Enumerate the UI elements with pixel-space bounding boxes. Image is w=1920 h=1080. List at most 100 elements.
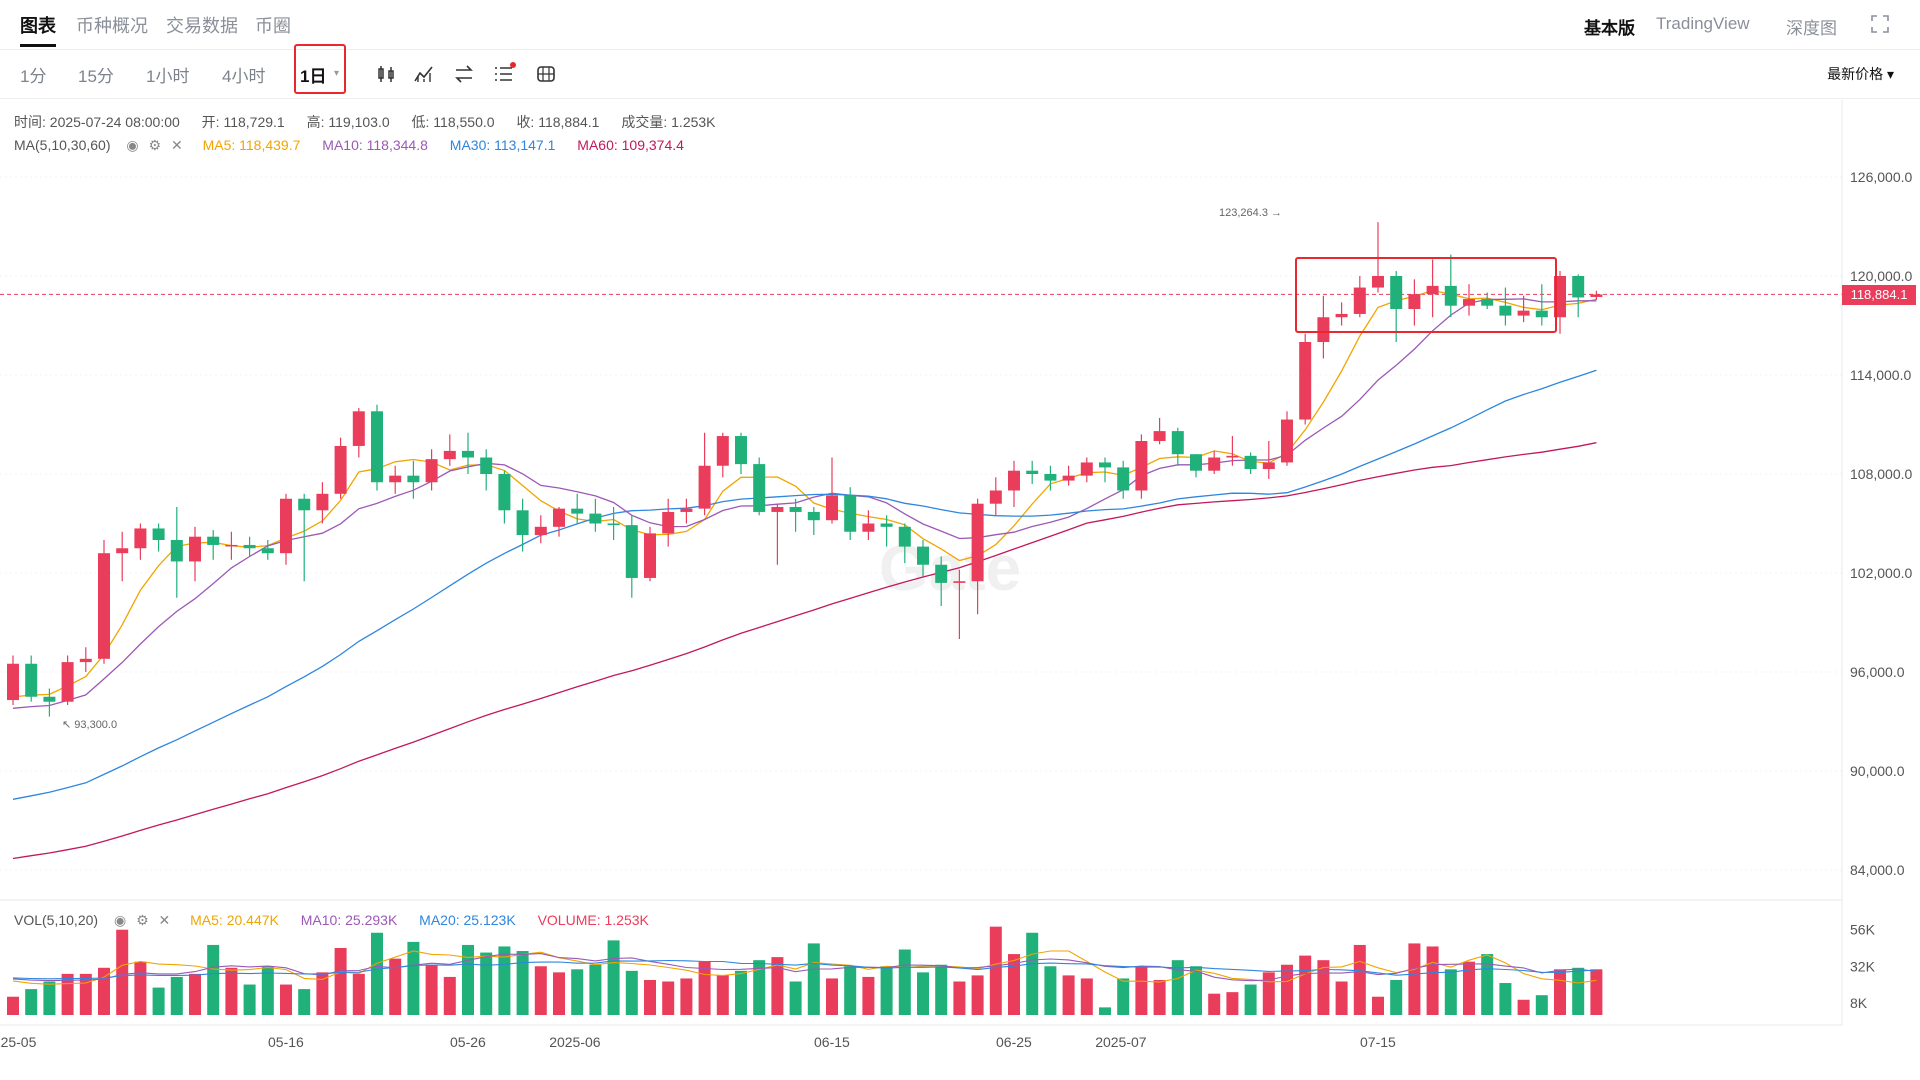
timeframe-4h[interactable]: 4小时 [222, 67, 266, 86]
candlestick-type-icon[interactable] [374, 62, 398, 86]
tab-trade-data[interactable]: 交易数据 [166, 16, 238, 36]
volume-bar [898, 949, 911, 1015]
last-price-badge: 118,884.1 [1842, 285, 1916, 305]
candle-body [607, 523, 620, 526]
divider [0, 98, 1920, 99]
price-type-select[interactable]: 最新价格 ▾ [1827, 66, 1894, 82]
candle-body [1226, 455, 1239, 458]
candle-body [1117, 467, 1130, 491]
candle-body [298, 498, 311, 511]
volume-bar [25, 989, 38, 1015]
volume-bar [389, 958, 402, 1015]
tab-depth-chart[interactable]: 深度图 [1786, 19, 1837, 38]
volume-bar [116, 929, 129, 1015]
ma-legend-name: MA(5,10,30,60) [14, 137, 111, 153]
ohlc-high: 高: 119,103.0 [306, 114, 390, 130]
tab-coin-circle[interactable]: 币圈 [255, 16, 291, 36]
top-tab-bar: 图表 币种概况 交易数据 币圈 基本版 TradingView 深度图 [0, 0, 1920, 48]
candle-body [807, 511, 820, 521]
candle-body [1353, 287, 1366, 314]
candle-body [1135, 441, 1148, 491]
volume-bar [625, 970, 638, 1015]
volume-bar [443, 976, 456, 1015]
fullscreen-icon[interactable] [1870, 14, 1890, 34]
volume-bar [1117, 978, 1130, 1015]
candle-body [1008, 470, 1020, 491]
eye-icon[interactable]: ◉ [113, 912, 127, 928]
volume-bar [753, 960, 766, 1015]
close-icon[interactable]: ✕ [158, 912, 171, 928]
candle-body [917, 546, 929, 565]
price-tick-label: 90,000.0 [1850, 763, 1905, 779]
ohlc-low: 低: 118,550.0 [411, 114, 495, 130]
candle-body [189, 536, 201, 562]
volume-bar [571, 969, 584, 1015]
timeframe-15m[interactable]: 15分 [78, 67, 114, 86]
candle-body [316, 493, 329, 511]
tab-coin-overview[interactable]: 币种概况 [76, 16, 148, 36]
candle-body [680, 508, 693, 512]
settings-icon[interactable]: ⚙ [136, 912, 149, 928]
volume-bar [862, 976, 875, 1015]
volume-bar [334, 947, 347, 1015]
candle-body [553, 508, 565, 527]
volume-bar [553, 972, 565, 1015]
volume-bar [1554, 969, 1566, 1015]
ohlc-info-row: 时间: 2025-07-24 08:00:00 开: 118,729.1 高: … [14, 112, 734, 132]
candle-body [880, 523, 893, 527]
volume-bar [462, 944, 474, 1015]
divider [0, 49, 1920, 50]
candle-body [243, 544, 256, 549]
vol-ma10-value: MA10: 25.293K [300, 912, 398, 928]
candle-body [170, 540, 183, 562]
volume-bar [1444, 969, 1457, 1015]
settings-icon[interactable]: ⚙ [148, 137, 162, 153]
ohlc-time: 时间: 2025-07-24 08:00:00 [14, 114, 180, 130]
candle-body [1535, 310, 1548, 318]
candle-body [371, 411, 383, 483]
candle-body [1099, 462, 1111, 468]
close-icon[interactable]: ✕ [170, 137, 183, 153]
candle-body [334, 445, 347, 494]
volume-bar [480, 952, 493, 1015]
volume-bar [280, 984, 292, 1015]
candle-body [1299, 342, 1312, 420]
candle-body [1372, 276, 1384, 288]
compare-icon[interactable] [452, 62, 476, 86]
candle-body [716, 436, 729, 466]
tab-chart[interactable]: 图表 [20, 16, 56, 36]
date-tick-label: 06-25 [996, 1034, 1032, 1050]
settings-list-icon[interactable] [492, 62, 516, 86]
volume-bar [134, 961, 147, 1015]
ma-legend: MA(5,10,30,60) ◉ ⚙ ✕ MA5: 118,439.7 MA10… [14, 137, 702, 154]
candle-body [753, 464, 766, 512]
price-axis: 126,000.0 120,000.0 114,000.0 108,000.0 102,… [0, 100, 1912, 1026]
volume-bar [1353, 944, 1366, 1015]
volume-bar [1171, 960, 1184, 1015]
timeframe-1d[interactable]: 1日 [300, 67, 327, 86]
timeframe-1h[interactable]: 1小时 [146, 67, 190, 86]
tab-basic-view[interactable]: 基本版 [1584, 19, 1635, 38]
timeframe-1m[interactable]: 1分 [20, 67, 47, 86]
recent-candles-highlight [1295, 257, 1557, 333]
volume-bar [607, 940, 620, 1015]
volume-bar [1372, 996, 1384, 1015]
candle-body [1554, 276, 1566, 318]
indicators-icon[interactable] [412, 62, 436, 86]
snapshot-icon[interactable] [534, 62, 558, 86]
eye-icon[interactable]: ◉ [126, 137, 139, 153]
volume-bar [1317, 960, 1330, 1015]
low-marker-label: 93,300.0 [74, 719, 118, 731]
vol-ma20-line [12, 959, 1597, 980]
candle-body [1499, 305, 1512, 316]
tab-tradingview[interactable]: TradingView [1656, 14, 1750, 33]
ma10-line [12, 298, 1597, 709]
candle-body [1463, 299, 1475, 306]
price-tick-label: 96,000.0 [1850, 664, 1905, 680]
volume-bar [1426, 946, 1439, 1015]
price-tick-label: 84,000.0 [1850, 862, 1905, 878]
candle-body [1080, 462, 1093, 476]
candle-body [1281, 419, 1293, 463]
timeframe-highlight-box [294, 44, 346, 94]
